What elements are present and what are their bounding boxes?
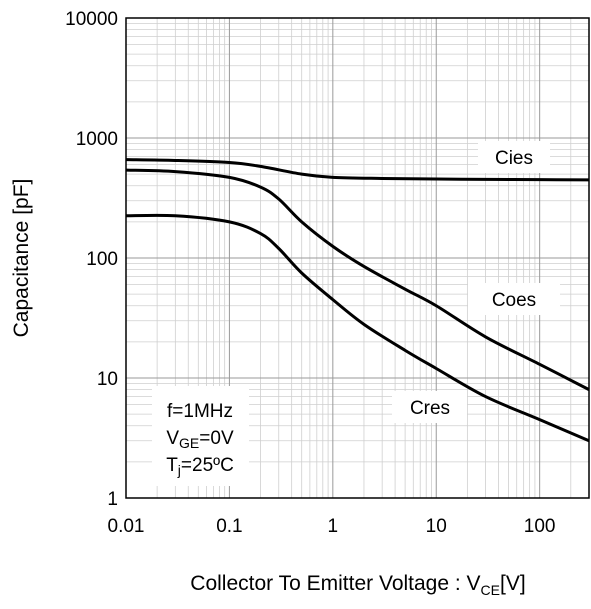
series-label-coes: Coes <box>492 290 536 311</box>
condition-frequency: f=1MHz <box>167 401 233 422</box>
series-line-cres <box>125 213 590 443</box>
x-axis-label-sub: CE <box>481 582 500 598</box>
series-lines <box>125 158 590 443</box>
series-label-cres: Cres <box>410 398 450 419</box>
y-tick-label: 1 <box>107 489 118 510</box>
legend-box-cres: Cres <box>392 391 467 423</box>
y-tick-label: 10000 <box>65 9 118 30</box>
y-tick-label: 100 <box>86 249 118 270</box>
x-tick-label: 100 <box>524 516 556 537</box>
x-tick-label: 1 <box>328 516 339 537</box>
condition-gate-voltage: VGE=0V <box>166 428 234 451</box>
series-label-cies: Cies <box>495 148 533 169</box>
y-tick-label: 10 <box>97 369 118 390</box>
x-axis-label: Collector To Emitter Voltage : VCE[V] <box>190 572 525 598</box>
condition-junction-temp: Tj=25ºC <box>166 455 234 478</box>
x-tick-label: 10 <box>426 516 447 537</box>
legend-box-cies: Cies <box>478 141 550 173</box>
series-line-cies <box>125 158 590 182</box>
conditions-box: f=1MHz VGE=0V Tj=25ºC <box>152 386 249 486</box>
y-tick-label: 1000 <box>76 129 118 150</box>
x-tick-label: 0.1 <box>216 516 242 537</box>
legend-box-coes: Coes <box>468 283 560 315</box>
x-tick-labels: 0.01 0.1 1 10 100 <box>108 516 556 537</box>
plot-frame <box>125 17 590 499</box>
y-tick-labels: 1 10 100 1000 10000 <box>65 9 118 510</box>
y-axis-label: Capacitance [pF] <box>10 179 33 338</box>
series-line-coes <box>125 168 590 391</box>
x-axis-label-main: Collector To Emitter Voltage : V <box>190 572 480 595</box>
x-axis-label-unit: [V] <box>500 572 526 595</box>
x-tick-label: 0.01 <box>108 516 145 537</box>
